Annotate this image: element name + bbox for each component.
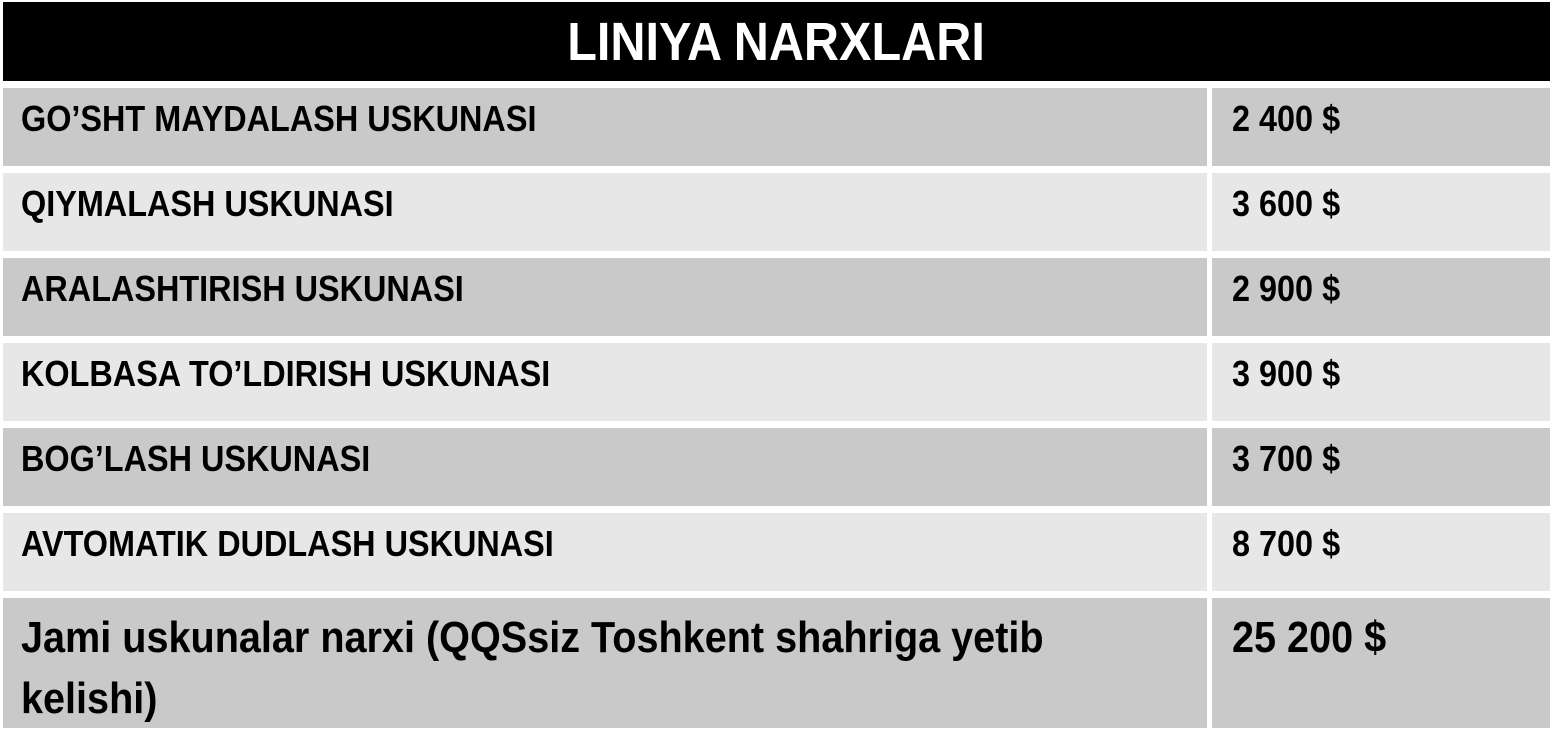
equipment-name: KOLBASA TO’LDIRISH USKUNASI — [21, 353, 551, 394]
equipment-price: 8 700 $ — [1232, 523, 1341, 564]
total-price: 25 200 $ — [1232, 613, 1387, 662]
table-total-price-cell: 25 200 $ — [1212, 598, 1550, 728]
equipment-price: 3 700 $ — [1232, 438, 1341, 479]
table-row-2-name-cell: QIYMALASH USKUNASI — [3, 173, 1207, 251]
total-label: Jami uskunalar narxi (QQSsiz Toshkent sh… — [21, 613, 1044, 723]
equipment-name: AVTOMATIK DUDLASH USKUNASI — [21, 523, 554, 564]
equipment-price: 2 900 $ — [1232, 268, 1341, 309]
table-row-3-price-cell: 2 900 $ — [1212, 258, 1550, 336]
equipment-name: ARALASHTIRISH USKUNASI — [21, 268, 464, 309]
equipment-price: 3 600 $ — [1232, 183, 1341, 224]
equipment-price: 2 400 $ — [1232, 98, 1341, 139]
equipment-price: 3 900 $ — [1232, 353, 1341, 394]
table-header: LINIYA NARXLARI — [3, 2, 1550, 81]
table-row-1-price-cell: 2 400 $ — [1212, 88, 1550, 166]
table-row-6-price-cell: 8 700 $ — [1212, 513, 1550, 591]
table-row-4-price-cell: 3 900 $ — [1212, 343, 1550, 421]
table-row-3-name-cell: ARALASHTIRISH USKUNASI — [3, 258, 1207, 336]
table-row-6-name-cell: AVTOMATIK DUDLASH USKUNASI — [3, 513, 1207, 591]
price-table: LINIYA NARXLARI GO’SHT MAYDALASH USKUNAS… — [3, 2, 1550, 732]
equipment-name: QIYMALASH USKUNASI — [21, 183, 394, 224]
table-total-name-cell: Jami uskunalar narxi (QQSsiz Toshkent sh… — [3, 598, 1207, 728]
table-row-5-price-cell: 3 700 $ — [1212, 428, 1550, 506]
table-title: LINIYA NARXLARI — [567, 11, 986, 72]
equipment-name: BOG’LASH USKUNASI — [21, 438, 371, 479]
table-row-5-name-cell: BOG’LASH USKUNASI — [3, 428, 1207, 506]
table-row-1-name-cell: GO’SHT MAYDALASH USKUNASI — [3, 88, 1207, 166]
table-row-2-price-cell: 3 600 $ — [1212, 173, 1550, 251]
table-row-4-name-cell: KOLBASA TO’LDIRISH USKUNASI — [3, 343, 1207, 421]
equipment-name: GO’SHT MAYDALASH USKUNASI — [21, 98, 537, 139]
